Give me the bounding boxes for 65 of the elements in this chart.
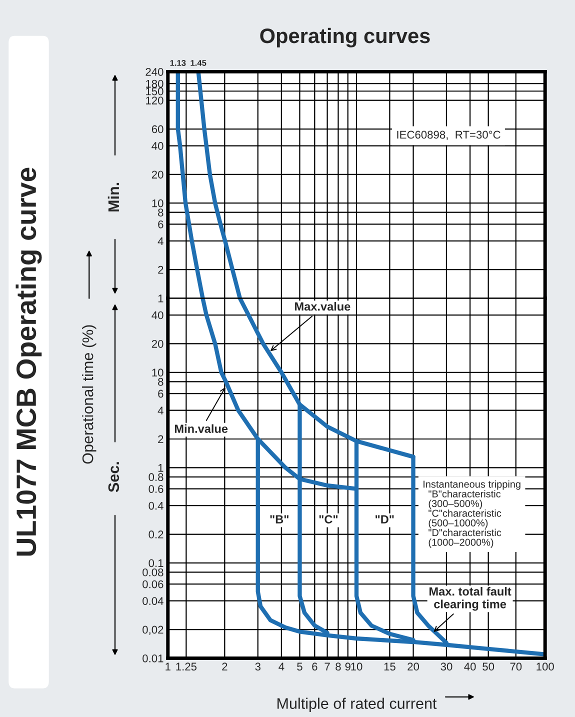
y-tick-label: 2 — [158, 435, 164, 444]
y-tick-label: 0.2 — [148, 530, 164, 538]
x-tick-label: 10 — [351, 662, 362, 671]
x-tick-label: 20 — [408, 662, 420, 671]
annotation: "D" — [376, 515, 394, 524]
annotation: Min.value — [175, 424, 228, 433]
y-tick-label: 2 — [158, 266, 164, 274]
y-tick-label: 4 — [158, 237, 164, 245]
y-tick-label: 20 — [152, 340, 164, 348]
y-tick-label: 180 — [146, 80, 164, 88]
annotation: Max.value — [295, 302, 350, 311]
y-tick-label: 8 — [158, 378, 164, 386]
y-tick-label: 1 — [158, 294, 164, 302]
x-tick-label: 7 — [324, 662, 330, 670]
y-tick-label: 0.04 — [142, 597, 164, 605]
y-tick-label: 60 — [152, 125, 164, 134]
annotation: 1.45 — [190, 60, 206, 66]
y-tick-label: 40 — [152, 142, 164, 150]
annotation: "B" — [270, 515, 288, 524]
x-tick-label: 4 — [278, 662, 284, 670]
y-tick-label: 8 — [158, 208, 164, 216]
y-tick-label: 6 — [158, 220, 164, 228]
text: UL1077 MCB Operating curve — [16, 168, 42, 556]
x-tick-label: 30 — [440, 662, 452, 671]
x-tick-label: 100 — [536, 662, 554, 671]
y-tick-label: 0.8 — [148, 473, 164, 482]
y-tick-label: 0.1 — [148, 559, 164, 568]
x-tick-label: 1 — [166, 662, 170, 670]
y-tick-label: 0.01 — [142, 654, 164, 662]
annotation: Max. total fault clearing time — [430, 586, 512, 611]
y-tick-label: 1 — [158, 464, 164, 472]
y-tick-label: 0.6 — [148, 485, 164, 493]
x-tick-label: 5 — [297, 662, 302, 671]
y-tick-label: 0.06 — [142, 580, 164, 588]
y-axis-title: Operational time (%) — [82, 325, 96, 464]
y-tick-label: 240 — [146, 68, 164, 76]
y-tick-label: 20 — [152, 170, 164, 179]
x-tick-label: 40 — [464, 662, 476, 671]
x-tick-label: 50 — [482, 662, 494, 671]
y-tick-label: 4 — [158, 406, 164, 414]
y-tick-label: 0,02 — [142, 626, 164, 635]
annotation: 1.13 — [170, 60, 186, 66]
x-tick-label: 8 — [336, 662, 341, 671]
x-tick-label: 1.25 — [176, 662, 197, 671]
text: Sec. — [108, 462, 120, 492]
x-tick-label: 15 — [384, 662, 396, 671]
y-tick-label: 10 — [152, 368, 164, 377]
annotation: IEC60898, RT=30°C — [397, 130, 500, 140]
y-tick-label: 6 — [158, 390, 164, 398]
x-tick-label: 9 — [345, 662, 350, 671]
y-tick-label: 0.08 — [142, 568, 164, 576]
chart-title: Operating curves — [260, 28, 430, 48]
x-axis-title: Multiple of rated current — [278, 698, 437, 712]
y-tick-label: 10 — [152, 199, 164, 208]
annotation: Instantaneous tripping "B"characteristic (300–500%) "C"characteristic (500–1000%) "D"characteristic (1000–2000%) — [424, 480, 520, 548]
x-tick-label: 6 — [312, 662, 318, 671]
x-tick-label: 2 — [222, 662, 228, 670]
text: Min. — [108, 182, 119, 212]
annotation: "C" — [319, 515, 338, 524]
y-tick-label: 40 — [152, 311, 164, 320]
x-tick-label: 3 — [255, 662, 260, 671]
y-tick-label: 150 — [146, 87, 164, 96]
x-tick-label: 70 — [510, 662, 522, 671]
y-tick-label: 0.4 — [148, 502, 164, 510]
y-tick-label: 120 — [146, 96, 164, 104]
